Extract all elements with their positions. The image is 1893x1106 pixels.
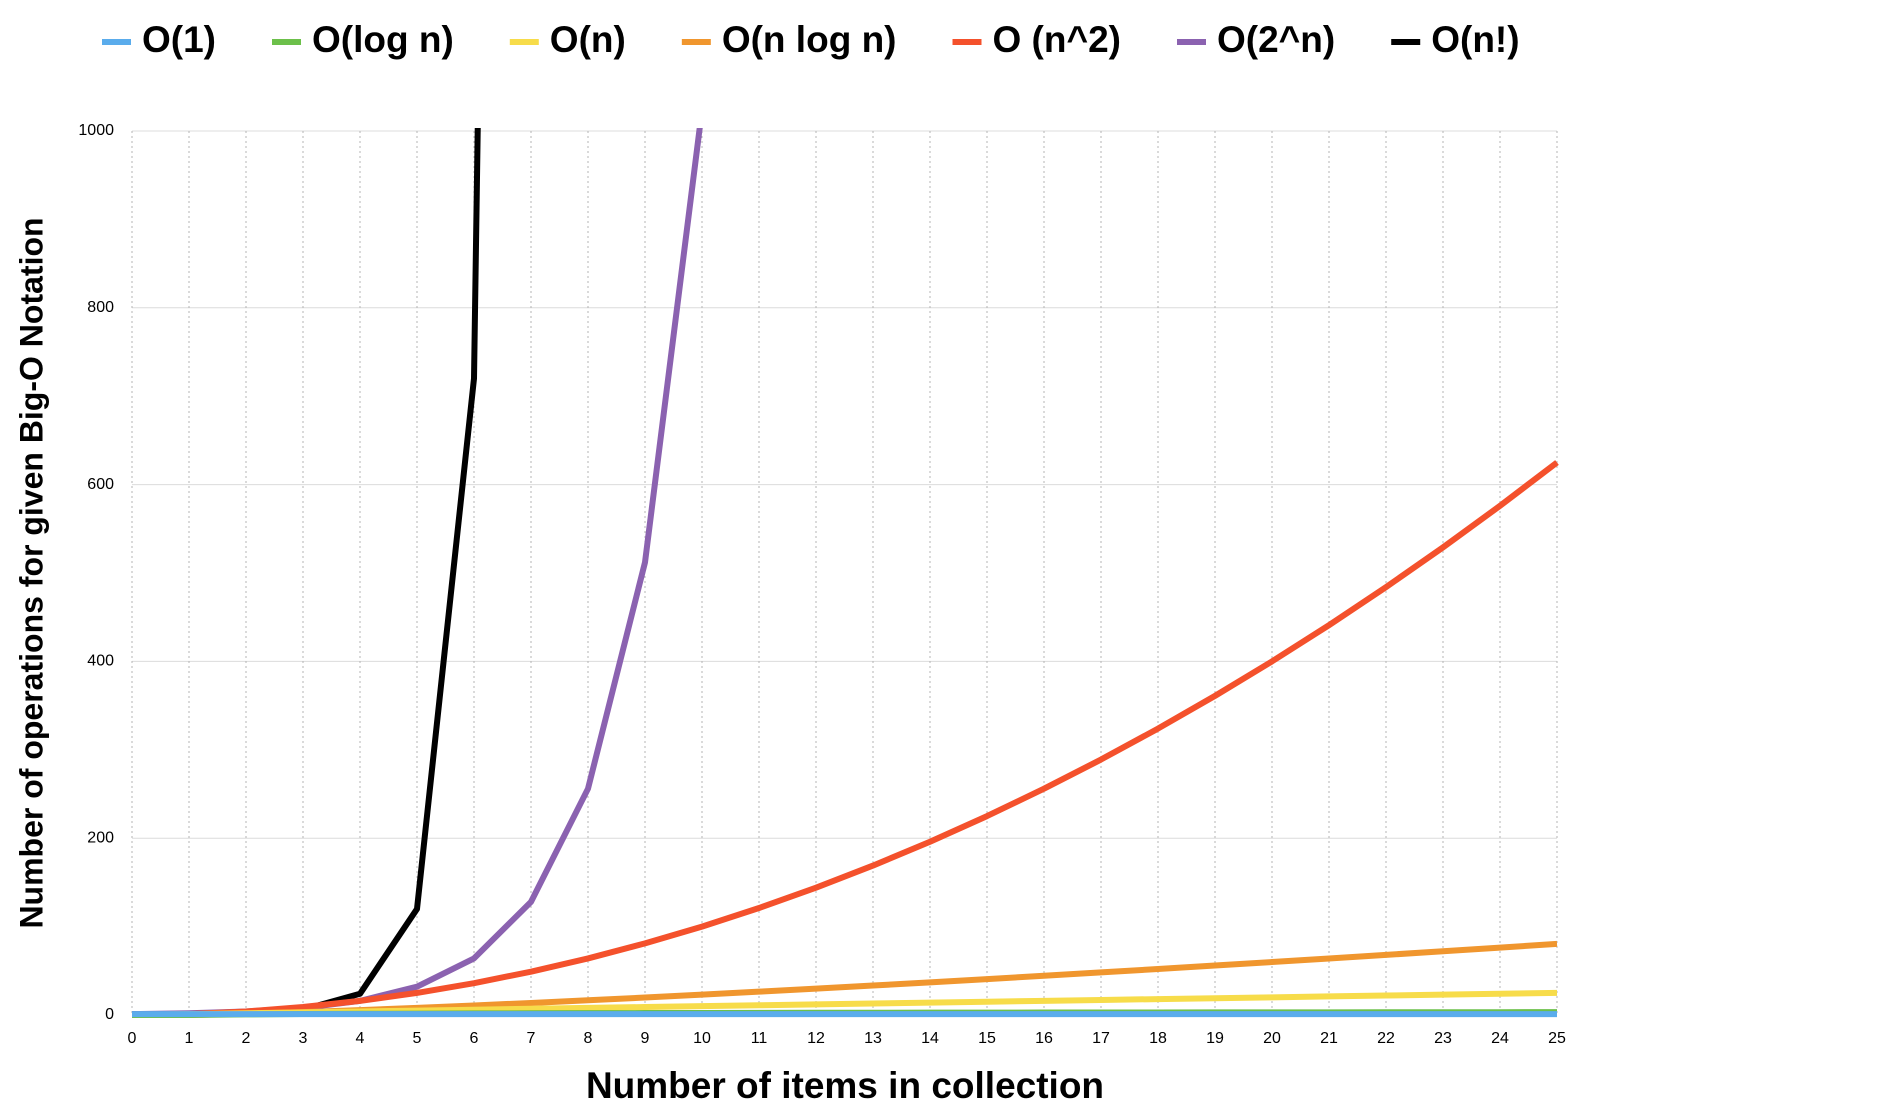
x-tick-label: 14	[921, 1030, 939, 1047]
x-tick-label: 8	[584, 1030, 593, 1047]
x-tick-label: 2	[242, 1030, 251, 1047]
x-tick-label: 7	[527, 1030, 536, 1047]
x-tick-label: 18	[1149, 1030, 1167, 1047]
y-tick-label: 1000	[78, 122, 114, 139]
x-tick-label: 22	[1377, 1030, 1395, 1047]
series-line	[132, 128, 703, 1018]
x-tick-label: 0	[128, 1030, 137, 1047]
x-tick-label: 23	[1434, 1030, 1452, 1047]
x-tick-label: 24	[1491, 1030, 1509, 1047]
legend-label: O (n^2)	[993, 19, 1122, 60]
y-tick-label: 800	[87, 299, 114, 316]
legend-label: O(2^n)	[1217, 19, 1335, 60]
x-tick-label: 25	[1548, 1030, 1566, 1047]
x-tick-label: 11	[751, 1030, 768, 1047]
x-tick-label: 12	[807, 1030, 825, 1047]
x-axis-title: Number of items in collection	[586, 1065, 1104, 1106]
x-tick-label: 1	[185, 1030, 194, 1047]
x-tick-label: 3	[299, 1030, 308, 1047]
x-tick-label: 20	[1263, 1030, 1281, 1047]
x-tick-label: 5	[413, 1030, 422, 1047]
x-tick-label: 16	[1035, 1030, 1053, 1047]
x-tick-label: 19	[1206, 1030, 1224, 1047]
y-tick-label: 600	[87, 476, 114, 493]
legend-label: O(n)	[550, 19, 626, 60]
plot-area	[132, 128, 1559, 1018]
legend-label: O(n!)	[1431, 19, 1519, 60]
x-tick-label: 13	[864, 1030, 882, 1047]
x-tick-label: 6	[470, 1030, 479, 1047]
x-tick-label: 4	[356, 1030, 365, 1047]
y-tick-label: 400	[87, 653, 114, 670]
legend-label: O(log n)	[312, 19, 454, 60]
series-line	[132, 128, 481, 1018]
x-tick-label: 15	[978, 1030, 996, 1047]
x-tick-label: 17	[1092, 1030, 1110, 1047]
legend-label: O(1)	[142, 19, 216, 60]
legend: O(1) O(log n) O(n) O(n log n) O (n^2) O(2^n) O…	[102, 19, 1520, 60]
y-tick-label: 200	[87, 829, 114, 846]
legend-label: O(n log n)	[722, 19, 897, 60]
y-tick-label: 0	[105, 1006, 114, 1023]
x-tick-label: 10	[693, 1030, 711, 1047]
x-tick-label: 21	[1320, 1030, 1338, 1047]
series-line	[132, 460, 1559, 1018]
y-axis-title: Number of operations for given Big-O Not…	[13, 217, 49, 928]
x-tick-label: 9	[641, 1030, 650, 1047]
grid	[131, 130, 1558, 1016]
